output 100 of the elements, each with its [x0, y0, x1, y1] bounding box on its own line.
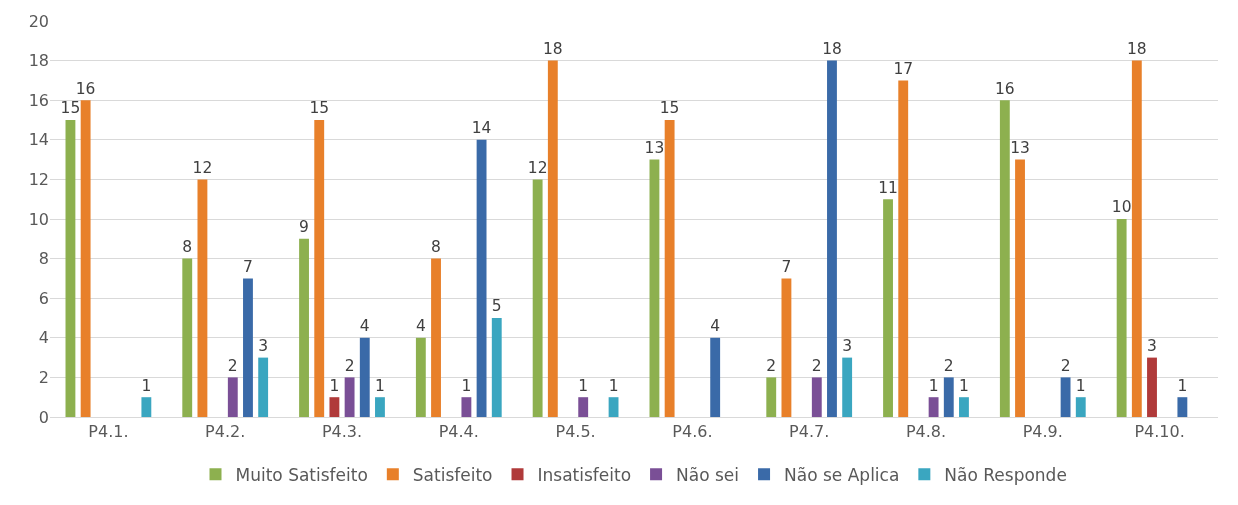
bar: [959, 397, 969, 417]
bar: [827, 60, 837, 417]
bar: [1015, 159, 1025, 417]
data-label: 5: [491, 297, 502, 316]
bar: [476, 139, 487, 417]
bar: [766, 377, 777, 417]
bar: [299, 238, 309, 417]
x-tick-label: P4.2.: [205, 422, 246, 442]
bar: [842, 357, 853, 417]
bar: [608, 397, 619, 417]
data-label: 4: [415, 317, 426, 336]
data-label: 7: [781, 257, 792, 276]
y-tick-label: 20: [28, 11, 49, 31]
bar: [1116, 219, 1127, 417]
x-tick-label: P4.4.: [438, 422, 479, 442]
data-label: 14: [471, 119, 492, 138]
data-label: 1: [578, 376, 589, 395]
data-label: 1: [461, 376, 472, 395]
x-tick-label: P4.5.: [555, 422, 596, 442]
bar: [1147, 357, 1157, 417]
data-label: 15: [309, 99, 330, 118]
legend-label: Satisfeito: [412, 464, 493, 485]
bar: [243, 278, 253, 417]
bar: [532, 179, 543, 417]
legend-label: Não Responde: [944, 464, 1067, 485]
bar: [375, 397, 385, 417]
bar: [1177, 397, 1188, 417]
bar: [344, 377, 355, 417]
data-label: 10: [1111, 198, 1132, 217]
bar: [314, 120, 325, 417]
data-label: 12: [527, 158, 548, 177]
data-label: 2: [766, 356, 777, 375]
data-label: 18: [1126, 39, 1147, 58]
x-tick-label: P4.6.: [672, 422, 713, 442]
data-label: 9: [299, 218, 309, 237]
legend-label: Não se Aplica: [784, 464, 900, 485]
data-label: 17: [893, 59, 914, 78]
bar: [1060, 377, 1071, 417]
y-tick-label: 12: [28, 170, 49, 189]
bar: [943, 377, 954, 417]
data-label: 1: [608, 376, 619, 395]
y-tick-label: 10: [28, 209, 49, 229]
x-tick-label: P4.7.: [789, 422, 830, 442]
data-label: 13: [1010, 138, 1030, 157]
bar: [141, 397, 152, 417]
data-label: 11: [878, 178, 898, 197]
y-tick-label: 2: [38, 368, 49, 387]
data-label: 16: [75, 79, 96, 98]
data-label: 1: [375, 376, 385, 395]
data-label: 15: [60, 99, 81, 118]
data-label: 1: [959, 376, 969, 395]
bar: [461, 397, 472, 417]
data-label: 2: [943, 356, 954, 375]
bar: [928, 397, 939, 417]
bar: [547, 60, 558, 417]
bar: [811, 377, 822, 417]
data-label: 2: [1060, 356, 1071, 375]
x-tick-label: P4.8.: [905, 422, 947, 442]
legend-label: Não sei: [676, 464, 740, 485]
bar: [197, 179, 208, 417]
data-label: 3: [842, 336, 853, 355]
data-label: 3: [1147, 336, 1157, 355]
data-label: 18: [822, 39, 842, 58]
bar: [1131, 60, 1142, 417]
y-tick-label: 4: [38, 328, 49, 348]
data-label: 8: [182, 237, 193, 256]
bar: [65, 120, 76, 417]
bar: [898, 80, 909, 417]
bar: [578, 397, 589, 417]
x-tick-label: P4.1.: [88, 422, 129, 442]
data-label: 2: [227, 356, 238, 375]
data-label: 13: [644, 138, 665, 157]
bar: [491, 318, 502, 417]
y-tick-label: 16: [28, 90, 49, 110]
data-label: 2: [344, 356, 355, 375]
bar: [649, 159, 660, 417]
data-label: 1: [1177, 376, 1188, 395]
bar: [329, 397, 340, 417]
x-tick-label: P4.3.: [321, 422, 363, 442]
bar: [258, 357, 269, 417]
bar: [80, 100, 91, 417]
bar: [415, 337, 426, 417]
bar: [227, 377, 238, 417]
data-label: 1: [141, 376, 152, 395]
data-label: 4: [359, 317, 370, 336]
x-tick-label: P4.9.: [1022, 422, 1063, 442]
data-label: 7: [243, 257, 253, 276]
bar: [1075, 397, 1086, 417]
data-label: 1: [928, 376, 939, 395]
legend-label: Muito Satisfeito: [235, 464, 368, 485]
y-tick-label: 6: [38, 288, 49, 308]
y-tick-label: 8: [38, 249, 49, 269]
bar: [999, 100, 1010, 417]
bar: [781, 278, 792, 417]
y-tick-label: 18: [28, 51, 49, 71]
data-label: 12: [192, 158, 213, 177]
data-label: 1: [329, 376, 340, 395]
bar: [664, 120, 675, 417]
bar: [883, 199, 893, 417]
x-tick-label: P4.10.: [1134, 422, 1185, 442]
